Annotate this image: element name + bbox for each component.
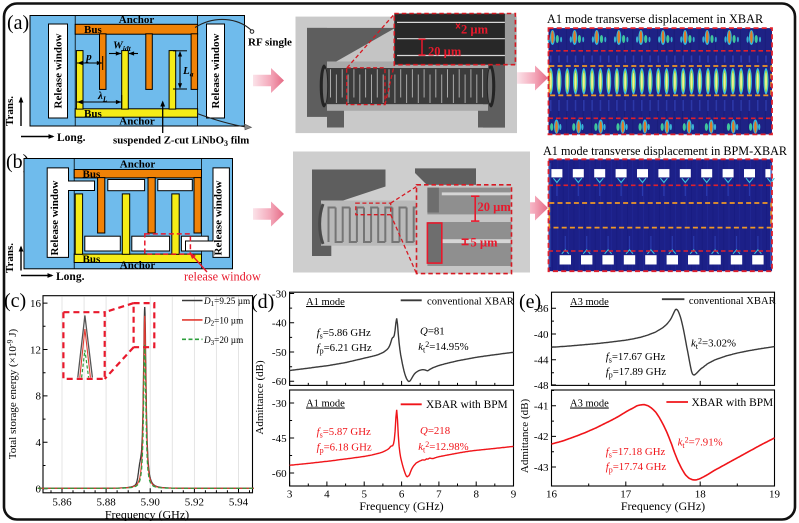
svg-text:A1 mode: A1 mode: [306, 297, 345, 308]
svg-text:A1 mode transverse displacemen: A1 mode transverse displacement in XBAR: [547, 12, 764, 26]
svg-text:conventional XBAR: conventional XBAR: [427, 297, 515, 308]
svg-text:A3 mode: A3 mode: [570, 297, 609, 308]
svg-text:fp=6.18 GHz: fp=6.18 GHz: [317, 442, 372, 456]
svg-text:5: 5: [361, 489, 367, 501]
svg-text:-48: -48: [534, 380, 549, 392]
svg-text:5.92: 5.92: [185, 497, 204, 509]
svg-text:5.88: 5.88: [96, 497, 116, 509]
svg-text:Total storage energy (×10-9 J): Total storage energy (×10-9 J): [6, 328, 20, 459]
svg-text:D2=10 µm: D2=10 µm: [203, 315, 243, 327]
svg-text:16: 16: [30, 298, 42, 310]
svg-text:Frequency (GHz): Frequency (GHz): [105, 508, 189, 522]
svg-text:La: La: [182, 65, 194, 79]
svg-text:-36: -36: [534, 303, 549, 315]
svg-text:XBAR with BPM: XBAR with BPM: [426, 399, 508, 411]
svg-text:fs=5.86 GHz: fs=5.86 GHz: [317, 327, 371, 341]
svg-text:-60: -60: [272, 376, 287, 388]
svg-text:12: 12: [30, 344, 41, 356]
svg-text:2 µm: 2 µm: [461, 23, 489, 37]
svg-text:Release window: Release window: [53, 34, 65, 109]
svg-text:5.94: 5.94: [229, 497, 249, 509]
svg-text:p: p: [85, 51, 92, 63]
svg-text:7: 7: [436, 489, 442, 501]
svg-text:Q=218: Q=218: [420, 425, 450, 437]
svg-text:6: 6: [399, 489, 405, 501]
svg-text:-43: -43: [534, 462, 549, 474]
svg-text:A3 mode: A3 mode: [570, 399, 609, 410]
svg-text:kt2=7.91%: kt2=7.91%: [678, 436, 723, 451]
svg-text:Bus: Bus: [84, 108, 102, 120]
svg-text:-40: -40: [272, 318, 287, 330]
svg-text:fs=17.67 GHz: fs=17.67 GHz: [606, 351, 666, 365]
svg-text:16: 16: [546, 489, 558, 501]
svg-text:-45: -45: [272, 433, 287, 445]
svg-text:-41: -41: [534, 401, 549, 413]
svg-text:Release window: Release window: [213, 181, 225, 256]
svg-text:3: 3: [287, 489, 293, 501]
svg-text:(b): (b): [6, 151, 29, 173]
svg-text:19: 19: [769, 489, 781, 501]
svg-text:Anchor: Anchor: [119, 116, 155, 128]
svg-text:-30: -30: [272, 398, 287, 410]
svg-text:(e): (e): [519, 291, 541, 313]
svg-text:fp=17.89 GHz: fp=17.89 GHz: [606, 366, 667, 380]
svg-text:9: 9: [511, 489, 517, 501]
svg-text:5.86: 5.86: [52, 497, 72, 509]
svg-text:(d): (d): [251, 291, 274, 313]
svg-text:RF single: RF single: [248, 37, 292, 49]
svg-text:-42: -42: [534, 431, 549, 443]
svg-text:Bus: Bus: [84, 24, 102, 36]
svg-text:kt2=3.02%: kt2=3.02%: [691, 337, 736, 352]
svg-text:A1 mode transverse displacemen: A1 mode transverse displacement in BPM-X…: [543, 144, 788, 158]
svg-text:conventional XBAR: conventional XBAR: [689, 296, 777, 307]
svg-text:5 µm: 5 µm: [471, 236, 499, 250]
svg-text:fs=5.87 GHz: fs=5.87 GHz: [317, 426, 371, 440]
svg-text:Release window: Release window: [210, 34, 222, 109]
svg-text:Admittance (dB): Admittance (dB): [254, 360, 266, 435]
svg-text:5.90: 5.90: [141, 497, 161, 509]
svg-text:-60: -60: [272, 468, 287, 480]
svg-text:-44: -44: [534, 355, 549, 367]
svg-text:Anchor: Anchor: [119, 14, 155, 26]
svg-text:0: 0: [36, 484, 42, 496]
svg-text:Trans.: Trans.: [4, 96, 16, 126]
svg-text:λL: λL: [97, 90, 108, 104]
svg-text:Q=81: Q=81: [420, 326, 445, 338]
svg-text:Bus: Bus: [83, 168, 101, 180]
svg-text:D1=9.25 µm: D1=9.25 µm: [203, 296, 250, 308]
svg-text:fp=6.21 GHz: fp=6.21 GHz: [317, 342, 372, 356]
svg-text:A1 mode: A1 mode: [306, 399, 345, 410]
svg-text:fp=17.74 GHz: fp=17.74 GHz: [606, 461, 667, 475]
svg-text:(a): (a): [7, 12, 29, 34]
svg-text:-40: -40: [534, 329, 549, 341]
svg-text:8: 8: [473, 489, 479, 501]
svg-text:kt2=12.98%: kt2=12.98%: [418, 440, 468, 455]
svg-text:Anchor: Anchor: [120, 259, 156, 271]
svg-text:Trans.: Trans.: [4, 243, 16, 273]
svg-text:-50: -50: [272, 347, 287, 359]
svg-text:4: 4: [324, 489, 330, 501]
svg-text:Bus: Bus: [83, 253, 101, 265]
svg-text:fs=17.18 GHz: fs=17.18 GHz: [606, 446, 666, 460]
svg-text:(c): (c): [4, 290, 26, 312]
svg-text:D3=20 µm: D3=20 µm: [203, 335, 243, 347]
svg-text:20 µm: 20 µm: [478, 200, 512, 214]
svg-text:release window: release window: [184, 270, 261, 284]
svg-text:Long.: Long.: [57, 132, 86, 144]
svg-text:-30: -30: [272, 288, 287, 300]
svg-text:18: 18: [695, 489, 707, 501]
svg-text:Anchor: Anchor: [120, 159, 156, 171]
svg-text:XBAR with BPM: XBAR with BPM: [692, 397, 774, 409]
svg-text:kt2=14.95%: kt2=14.95%: [418, 340, 468, 355]
svg-text:4: 4: [36, 437, 42, 449]
svg-text:Frequency (GHz): Frequency (GHz): [359, 499, 443, 513]
svg-text:20 µm: 20 µm: [428, 45, 462, 59]
svg-text:8: 8: [36, 391, 42, 403]
svg-text:Frequency (GHz): Frequency (GHz): [621, 499, 705, 513]
svg-text:suspended Z-cut LiNbO3 film: suspended Z-cut LiNbO3 film: [113, 135, 249, 149]
svg-text:17: 17: [620, 489, 632, 501]
svg-text:Long.: Long.: [56, 271, 85, 283]
svg-text:Release window: Release window: [49, 181, 61, 256]
svg-text:Admittance (dB): Admittance (dB): [519, 399, 531, 474]
